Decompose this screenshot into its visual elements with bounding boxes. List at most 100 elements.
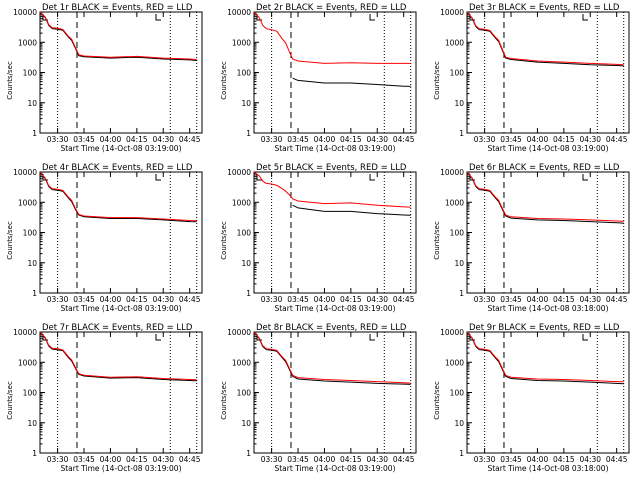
x-tick-label: 03:30	[474, 135, 496, 144]
x-tick-label: 04:45	[606, 295, 628, 304]
x-axis-label: Start Time (14-Oct-08 03:19:00)	[274, 144, 395, 153]
y-tick-label: 10000	[227, 328, 251, 337]
y-tick-label: 10	[241, 99, 251, 108]
x-tick-label: 04:00	[314, 455, 336, 464]
chart-title: Det 7r BLACK = Events, RED = LLD	[42, 323, 193, 333]
y-tick-label: 10000	[227, 168, 251, 177]
x-tick-label: 04:30	[152, 135, 174, 144]
series-line-lld	[40, 332, 197, 381]
x-tick-label: 04:15	[126, 295, 148, 304]
y-tick-label: 100	[23, 69, 38, 78]
x-tick-label: 04:15	[126, 455, 148, 464]
x-tick-label: 04:15	[553, 135, 575, 144]
series-line-events	[292, 77, 411, 87]
series-line-lld	[254, 332, 411, 384]
chart-title: Det 2r BLACK = Events, RED = LLD	[256, 3, 407, 13]
y-tick-label: 10	[241, 259, 251, 268]
x-tick-label: 04:00	[100, 455, 122, 464]
x-tick-label: 04:30	[579, 135, 601, 144]
y-tick-label: 1	[246, 449, 251, 458]
series-line-lld	[467, 332, 624, 383]
y-tick-label: 1000	[445, 198, 464, 207]
y-axis-label: Counts/sec	[6, 61, 14, 100]
chart-panel-7: Det 7r BLACK = Events, RED = LLD 1 10 100 10…	[6, 323, 203, 473]
series-line-events	[40, 172, 197, 223]
y-tick-label: 1	[459, 129, 464, 138]
chart-panel-8: Det 8r BLACK = Events, RED = LLD 1 10 100 10…	[220, 323, 417, 473]
corner-marker-right	[582, 14, 588, 21]
x-tick-label: 04:30	[366, 455, 388, 464]
x-axis-label: Start Time (14-Oct-08 03:18:00)	[487, 464, 608, 473]
x-tick-label: 04:00	[527, 455, 549, 464]
series-line-events	[467, 332, 624, 385]
x-tick-label: 03:30	[47, 295, 69, 304]
series-line-lld	[467, 12, 624, 66]
y-tick-label: 10000	[440, 168, 464, 177]
plot-frame	[466, 11, 630, 134]
x-axis-label: Start Time (14-Oct-08 03:19:00)	[60, 464, 181, 473]
y-tick-label: 100	[450, 229, 465, 238]
x-tick-label: 04:00	[527, 135, 549, 144]
x-tick-label: 04:30	[152, 295, 174, 304]
chart-title: Det 3r BLACK = Events, RED = LLD	[469, 3, 620, 13]
y-tick-label: 1	[459, 289, 464, 298]
corner-marker-right	[155, 14, 161, 21]
x-tick-label: 03:30	[47, 135, 69, 144]
y-tick-label: 10000	[13, 168, 37, 177]
x-tick-label: 04:30	[152, 455, 174, 464]
x-tick-label: 03:45	[287, 135, 309, 144]
series-line-events	[467, 172, 624, 224]
x-tick-label: 04:15	[340, 455, 362, 464]
x-tick-label: 04:00	[314, 135, 336, 144]
y-tick-label: 1000	[18, 358, 37, 367]
chart-panel-1: Det 1r BLACK = Events, RED = LLD 1 10 100 10…	[6, 3, 203, 153]
x-axis-label: Start Time (14-Oct-08 03:19:00)	[274, 464, 395, 473]
y-tick-label: 100	[23, 389, 38, 398]
x-tick-label: 03:30	[261, 455, 283, 464]
chart-title: Det 4r BLACK = Events, RED = LLD	[42, 163, 193, 173]
chart-title: Det 6r BLACK = Events, RED = LLD	[469, 163, 620, 173]
y-tick-label: 10000	[227, 8, 251, 17]
corner-marker-left	[256, 174, 262, 181]
plot-frame	[39, 171, 203, 294]
y-tick-label: 1	[459, 449, 464, 458]
y-axis-label: Counts/sec	[6, 221, 14, 260]
y-axis-label: Counts/sec	[220, 381, 228, 420]
chart-title: Det 8r BLACK = Events, RED = LLD	[256, 323, 407, 333]
chart-panel-6: Det 6r BLACK = Events, RED = LLD 1 10 100 10…	[433, 163, 630, 313]
x-tick-label: 04:30	[579, 295, 601, 304]
x-tick-label: 04:45	[393, 135, 415, 144]
x-tick-label: 03:45	[287, 455, 309, 464]
y-tick-label: 1	[246, 289, 251, 298]
x-tick-label: 03:45	[73, 295, 95, 304]
y-tick-label: 1	[32, 289, 37, 298]
y-tick-label: 10	[241, 419, 251, 428]
y-tick-label: 100	[237, 229, 252, 238]
y-tick-label: 1000	[445, 358, 464, 367]
x-tick-label: 03:45	[73, 135, 95, 144]
series-line-lld	[40, 172, 197, 222]
y-tick-label: 1	[32, 129, 37, 138]
x-tick-label: 04:15	[340, 295, 362, 304]
x-tick-label: 04:00	[314, 295, 336, 304]
series-line-lld	[254, 172, 411, 208]
y-tick-label: 10	[27, 419, 37, 428]
series-line-events	[467, 12, 624, 67]
x-tick-label: 03:30	[47, 455, 69, 464]
y-tick-label: 10000	[13, 8, 37, 17]
x-tick-label: 04:15	[340, 135, 362, 144]
chart-panel-4: Det 4r BLACK = Events, RED = LLD 1 10 100 10…	[6, 163, 203, 313]
x-tick-label: 04:45	[179, 135, 201, 144]
corner-marker-right	[369, 334, 375, 341]
chart-title: Det 5r BLACK = Events, RED = LLD	[256, 163, 407, 173]
y-tick-label: 1	[32, 449, 37, 458]
chart-title: Det 1r BLACK = Events, RED = LLD	[42, 3, 193, 13]
corner-marker-right	[582, 174, 588, 181]
y-axis-label: Counts/sec	[220, 221, 228, 260]
y-tick-label: 10	[27, 99, 37, 108]
x-axis-label: Start Time (14-Oct-08 03:18:00)	[487, 304, 608, 313]
series-line-events	[40, 332, 197, 382]
chart-panel-5: Det 5r BLACK = Events, RED = LLD 1 10 100 10…	[220, 163, 417, 313]
x-axis-label: Start Time (14-Oct-08 03:19:00)	[60, 304, 181, 313]
